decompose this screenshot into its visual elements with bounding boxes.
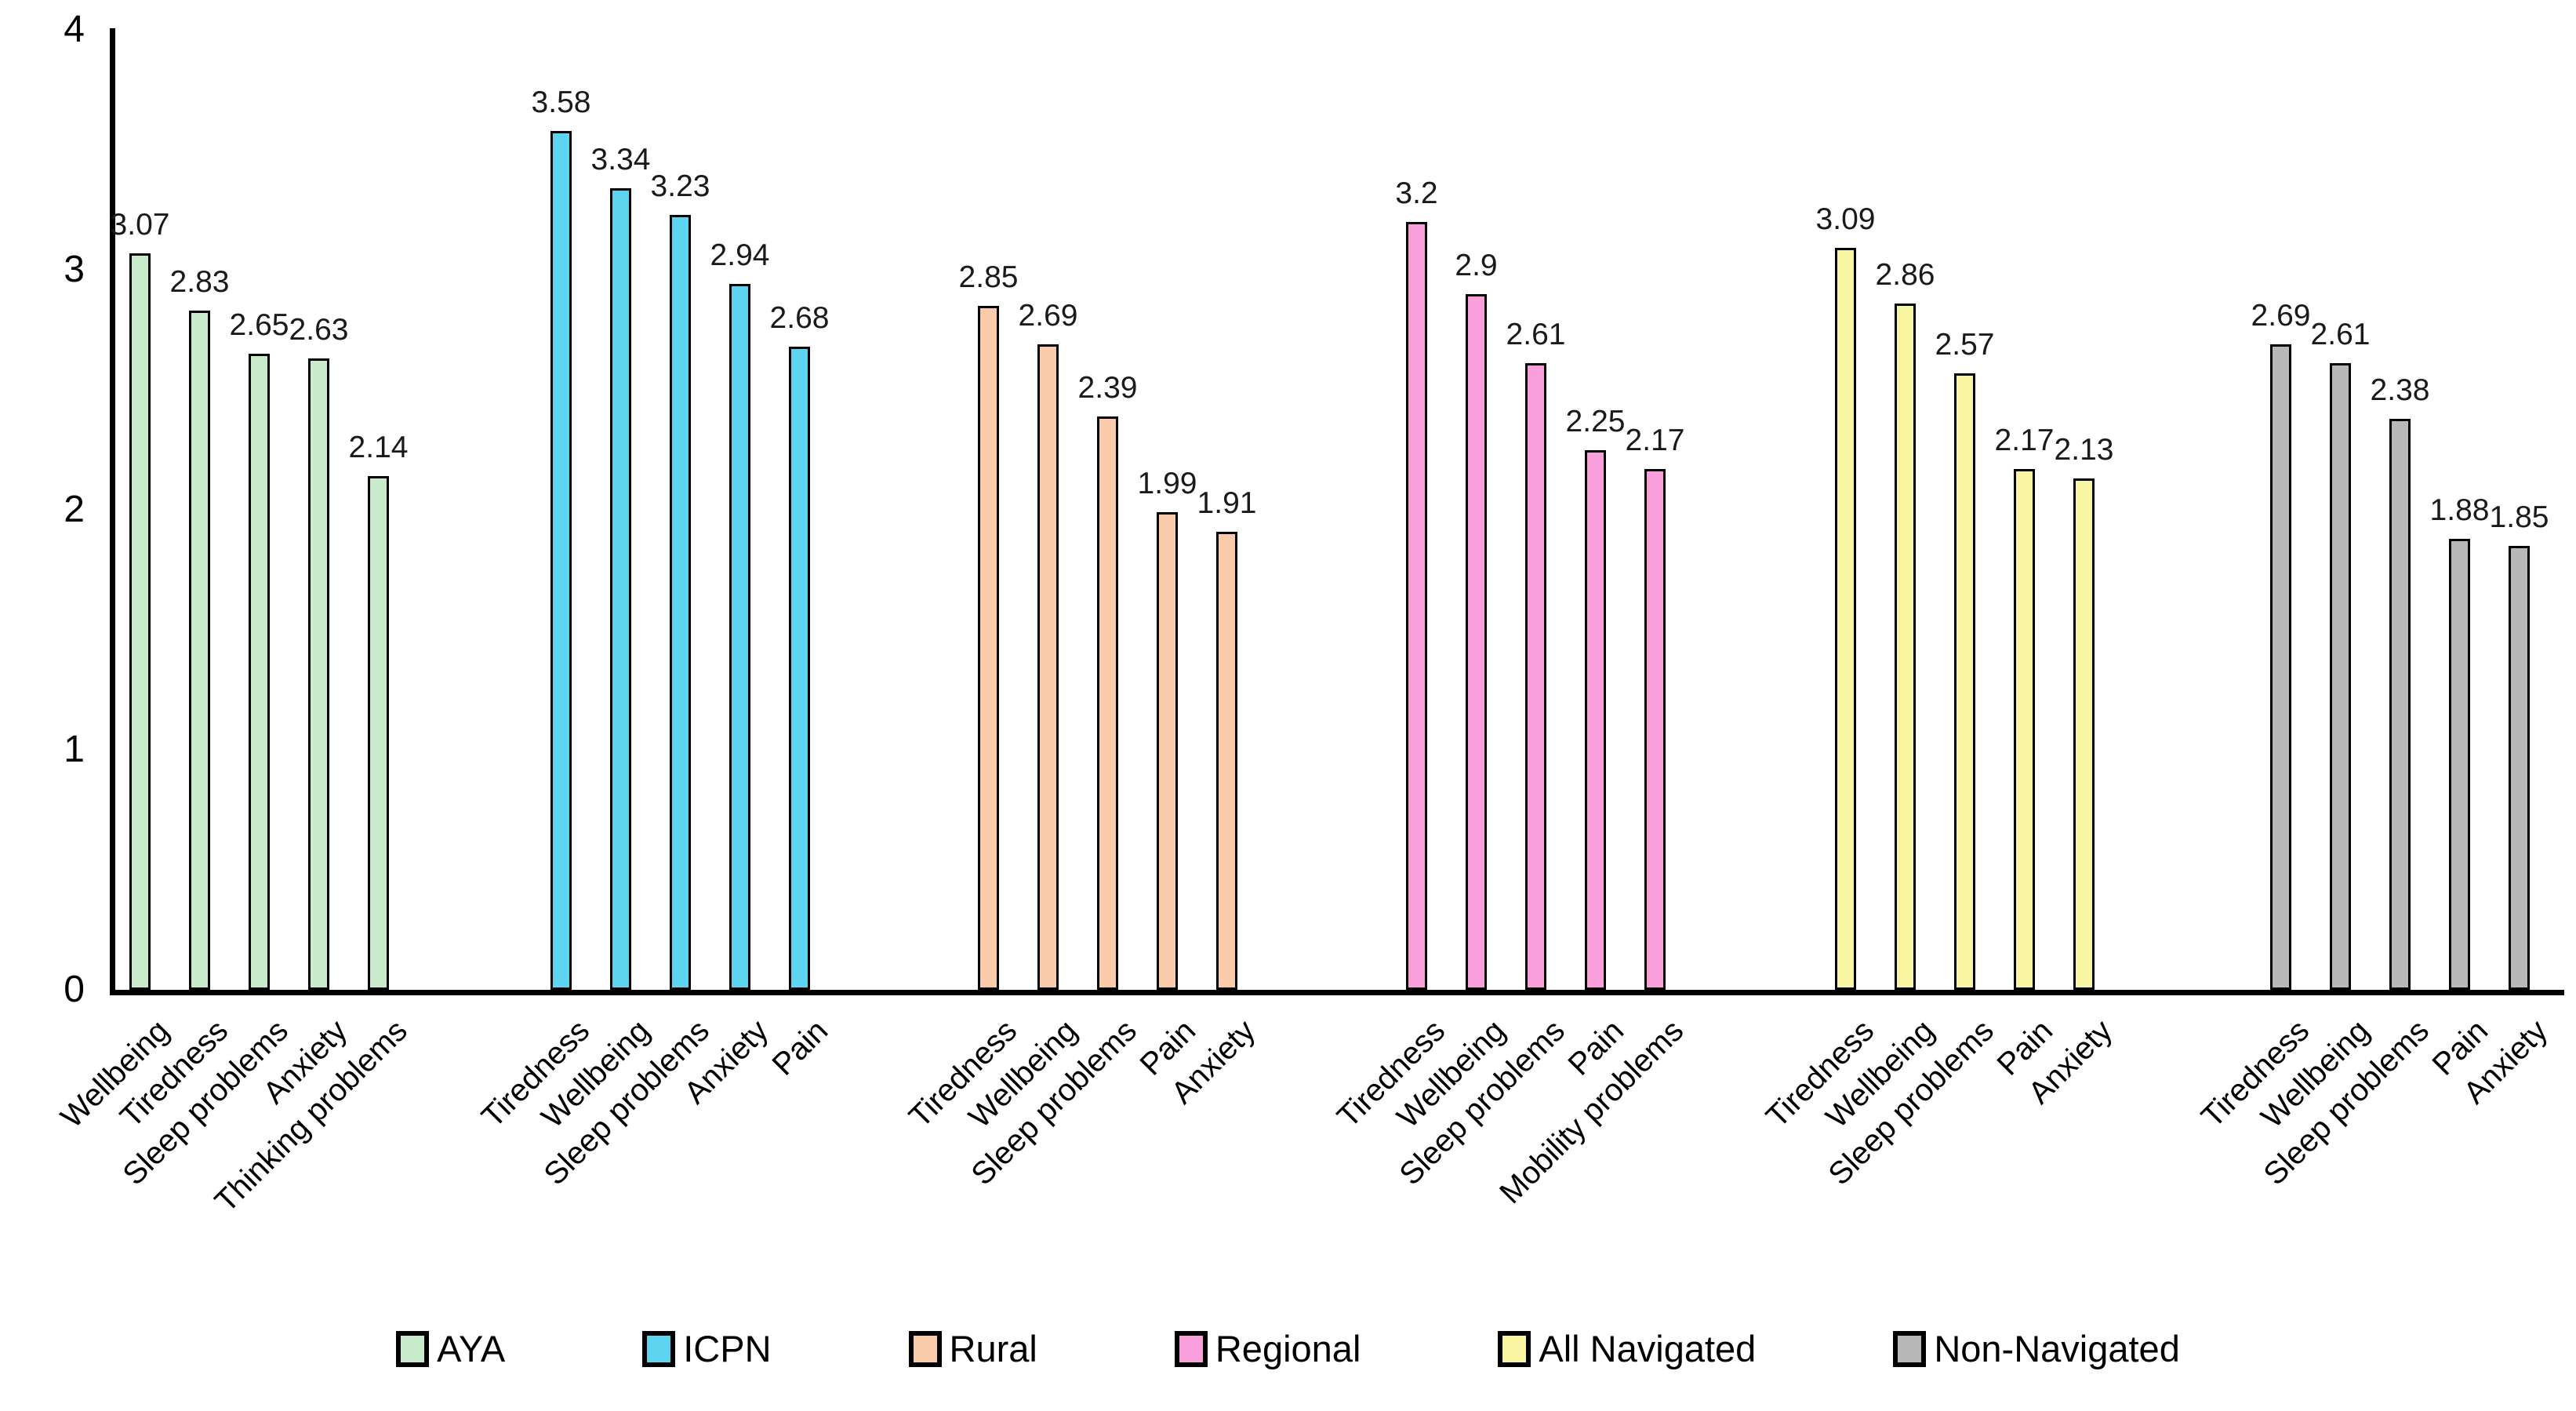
legend-swatch-icon: [1498, 1330, 1531, 1367]
bar-value-label: 2.61: [2310, 318, 2371, 352]
bar-rural-pain: [1157, 512, 1178, 990]
bar-all-navigated-anxiety: [2073, 478, 2095, 990]
bar-value-label: 3.58: [531, 85, 591, 119]
legend-item-aya: AYA: [396, 1327, 505, 1370]
bar-value-label: 3.34: [590, 142, 651, 176]
bar-icpn-wellbeing: [610, 187, 631, 990]
bar-regional-tiredness: [1406, 221, 1427, 990]
legend-item-non-navigated: Non-Navigated: [1893, 1327, 2180, 1370]
bar-value-label: 3.23: [650, 169, 710, 203]
bar-value-label: 2.13: [2054, 433, 2114, 467]
legend: AYA ICPN Rural Regional All Navigated Non-Nav…: [0, 1327, 2576, 1370]
bar-value-label: 2.17: [1625, 423, 1685, 457]
legend-swatch-icon: [396, 1330, 430, 1367]
legend-label: AYA: [437, 1328, 506, 1369]
bar-all-navigated-sleep-problems: [1954, 373, 1975, 990]
legend-label: Non-Navigated: [1934, 1328, 2180, 1369]
bar-value-label: 2.83: [169, 265, 230, 300]
bar-value-label: 3.09: [1815, 202, 1876, 237]
bar-value-label: 2.25: [1565, 404, 1626, 438]
bar-value-label: 1.91: [1197, 485, 1257, 520]
bar-icpn-sleep-problems: [670, 214, 691, 990]
bar-rural-anxiety: [1216, 531, 1237, 990]
bar-value-label: 2.69: [1018, 298, 1078, 333]
y-tick-label: 2: [64, 489, 85, 530]
legend-item-rural: Rural: [908, 1327, 1037, 1370]
legend-swatch-icon: [642, 1330, 676, 1367]
bar-regional-pain: [1585, 449, 1606, 990]
legend-swatch-icon: [1174, 1330, 1208, 1367]
bar-value-label: 2.17: [1994, 423, 2055, 457]
bar-value-label: 2.9: [1455, 248, 1498, 282]
legend-item-regional: Regional: [1174, 1327, 1361, 1370]
bar-icpn-anxiety: [729, 284, 750, 990]
bar-non-navigated-sleep-problems: [2389, 418, 2411, 990]
legend-swatch-icon: [908, 1330, 942, 1367]
bar-value-label: 1.85: [2489, 500, 2549, 534]
bar-value-label: 2.85: [958, 260, 1019, 294]
y-tick-label: 1: [64, 729, 85, 770]
bar-all-navigated-pain: [2014, 468, 2035, 990]
bar-regional-mobility-problems: [1644, 468, 1666, 990]
bar-rural-sleep-problems: [1097, 416, 1118, 990]
bar-aya-thinking-problems: [368, 476, 389, 990]
legend-label: Rural: [949, 1328, 1037, 1369]
bar-aya-wellbeing: [129, 253, 151, 990]
bar-value-label: 2.63: [289, 313, 349, 347]
bar-regional-sleep-problems: [1525, 363, 1546, 990]
bar-non-navigated-pain: [2449, 538, 2470, 990]
y-tick-label: 3: [64, 249, 85, 290]
legend-item-icpn: ICPN: [642, 1327, 772, 1370]
bar-value-label: 2.14: [348, 431, 409, 465]
bar-non-navigated-anxiety: [2509, 545, 2530, 990]
bar-value-label: 2.39: [1077, 370, 1138, 405]
bar-value-label: 3.2: [1395, 176, 1438, 210]
y-tick-label: 4: [64, 9, 85, 50]
bar-value-label: 2.61: [1506, 318, 1566, 352]
bar-icpn-tiredness: [550, 130, 572, 990]
bar-rural-wellbeing: [1037, 344, 1059, 990]
legend-label: Regional: [1215, 1328, 1361, 1369]
x-axis: [110, 990, 2564, 995]
bar-rural-tiredness: [978, 305, 999, 990]
bar-value-label: 2.86: [1875, 257, 1935, 292]
legend-item-all-navigated: All Navigated: [1498, 1327, 1756, 1370]
bar-value-label: 2.57: [1935, 327, 1995, 362]
bar-aya-anxiety: [308, 358, 329, 990]
bar-value-label: 3.07: [110, 207, 170, 242]
y-axis: [110, 28, 115, 995]
bar-non-navigated-tiredness: [2270, 344, 2291, 990]
bar-value-label: 2.68: [769, 300, 830, 335]
bar-non-navigated-wellbeing: [2330, 363, 2351, 990]
bar-icpn-pain: [789, 346, 810, 990]
bar-all-navigated-tiredness: [1835, 248, 1856, 990]
bar-value-label: 1.99: [1137, 467, 1197, 501]
bar-value-label: 1.88: [2429, 493, 2490, 527]
bar-value-label: 2.38: [2370, 373, 2430, 407]
y-tick-label: 0: [64, 969, 85, 1010]
category-label: Pain: [765, 1013, 835, 1082]
bar-regional-wellbeing: [1466, 293, 1487, 990]
bar-value-label: 2.65: [229, 308, 289, 343]
bar-aya-sleep-problems: [249, 354, 270, 990]
bar-aya-tiredness: [189, 311, 210, 990]
bar-value-label: 2.94: [710, 238, 770, 273]
bar-all-navigated-wellbeing: [1895, 303, 1916, 990]
bar-value-label: 2.69: [2251, 298, 2311, 333]
legend-swatch-icon: [1893, 1330, 1927, 1367]
legend-label: All Navigated: [1539, 1328, 1757, 1369]
legend-label: ICPN: [683, 1328, 772, 1369]
